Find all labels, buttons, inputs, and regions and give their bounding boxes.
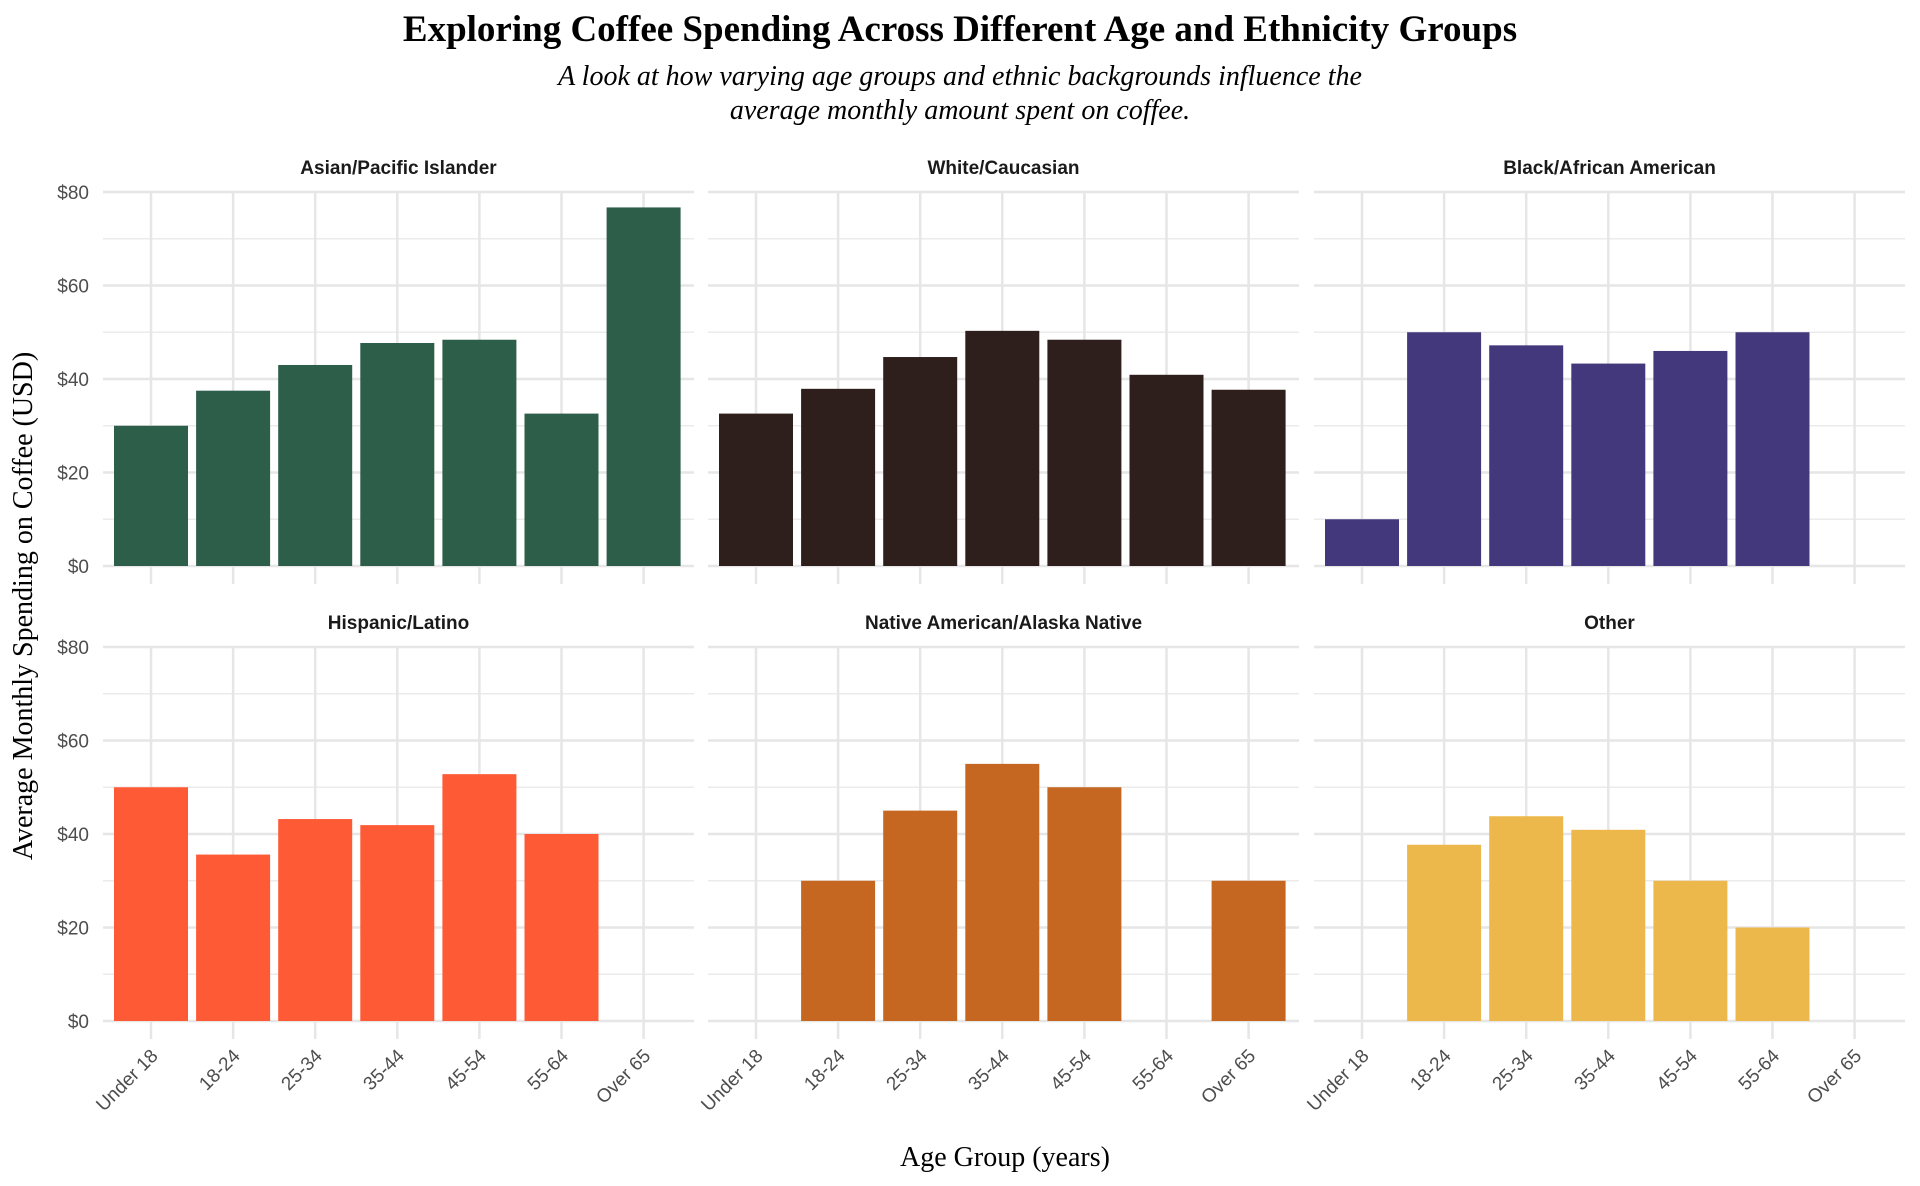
x-axis-title: Age Group (years)	[900, 1142, 1110, 1173]
facet-strip-label: Native American/Alaska Native	[865, 613, 1142, 634]
y-tick-label: $40	[57, 825, 89, 846]
x-tick-label: Under 18	[92, 1046, 162, 1116]
y-tick-label: $0	[68, 557, 89, 578]
bar-18-24	[1407, 844, 1482, 1021]
bar-25-34	[1489, 816, 1564, 1021]
x-tick-label: 25-34	[1489, 1045, 1539, 1095]
facet-strip-label: White/Caucasian	[927, 158, 1079, 179]
bar-45-54	[1653, 350, 1728, 566]
panel-other: Other Under 18 18-24 25-34 35-44 45-54 55-64 Ov…	[1303, 613, 1905, 1116]
bar-25-34	[883, 810, 958, 1021]
chart-title: Exploring Coffee Spending Across Differe…	[402, 9, 1518, 50]
x-tick-label: Over 65	[592, 1046, 655, 1109]
x-tick-label: 45-54	[442, 1045, 492, 1095]
panel-hispanic-latino: Hispanic/Latino $0 $20 $40 $60 $80 Under 18 18-…	[57, 613, 694, 1116]
panel-black-african-american: Black/African American	[1314, 158, 1905, 584]
chart-subtitle: A look at how varying age groups and eth…	[460, 60, 1460, 128]
y-tick-label: $20	[57, 464, 89, 485]
y-tick-label: $20	[57, 919, 89, 940]
x-tick-label: Over 65	[1803, 1046, 1866, 1109]
bar-18-24	[196, 390, 271, 566]
bar-under-18	[1325, 519, 1399, 566]
bar-55-64	[1735, 927, 1810, 1021]
bar-18-24	[801, 880, 876, 1021]
bar-45-54	[1047, 787, 1122, 1021]
x-tick-label: 55-64	[524, 1045, 574, 1095]
bar-45-54	[442, 339, 517, 566]
facet-panels: Asian/Pacific Islander $0 $20 $40 $60 $80 Whit…	[57, 158, 1905, 1116]
x-tick-label: 45-54	[1653, 1045, 1703, 1095]
y-tick-label: $80	[57, 638, 89, 659]
x-tick-label: 45-54	[1047, 1045, 1097, 1095]
bar-25-34	[883, 357, 958, 566]
x-tick-label: 18-24	[195, 1045, 245, 1095]
bar-55-64	[524, 834, 599, 1021]
bar-35-44	[360, 343, 435, 566]
facet-strip-label: Black/African American	[1503, 158, 1716, 179]
x-tick-label: Under 18	[697, 1046, 767, 1116]
panel-white-caucasian: White/Caucasian	[708, 158, 1299, 584]
x-tick-label: 25-34	[278, 1045, 328, 1095]
facet-strip-label: Asian/Pacific Islander	[300, 158, 497, 179]
y-axis-title: Average Monthly Spending on Coffee (USD)	[8, 352, 39, 860]
x-tick-label: 35-44	[965, 1045, 1015, 1095]
bar-18-24	[801, 388, 876, 566]
facet-strip-label: Hispanic/Latino	[328, 613, 469, 634]
x-tick-label: 25-34	[883, 1045, 933, 1095]
bar-35-44	[1571, 829, 1646, 1021]
bar-18-24	[196, 854, 271, 1021]
bar-under-18	[719, 413, 793, 566]
y-tick-label: $60	[57, 732, 89, 753]
x-tick-label: 55-64	[1735, 1045, 1785, 1095]
y-tick-label: $0	[68, 1012, 89, 1033]
bar-25-34	[1489, 345, 1564, 566]
x-tick-label: 35-44	[1571, 1045, 1621, 1095]
x-tick-label: 18-24	[800, 1045, 850, 1095]
bar-35-44	[360, 825, 435, 1021]
bar-55-64	[1735, 332, 1810, 566]
x-tick-label: 18-24	[1406, 1045, 1456, 1095]
bar-over-65	[1211, 389, 1286, 566]
bar-25-34	[278, 364, 353, 566]
bar-35-44	[965, 330, 1040, 566]
bar-25-34	[278, 819, 353, 1021]
bar-under-18	[114, 425, 188, 566]
panel-asian-pacific-islander: Asian/Pacific Islander $0 $20 $40 $60 $80	[57, 158, 694, 584]
y-tick-label: $60	[57, 277, 89, 298]
bar-45-54	[1653, 880, 1728, 1021]
facet-strip-label: Other	[1584, 613, 1635, 634]
panel-native-american-alaska-native: Native American/Alaska Native Under 18 18-…	[697, 613, 1299, 1116]
bar-35-44	[965, 763, 1040, 1021]
subtitle-line-1: A look at how varying age groups and eth…	[558, 61, 1362, 92]
bar-under-18	[114, 787, 188, 1021]
bar-45-54	[1047, 339, 1122, 566]
bar-35-44	[1571, 363, 1646, 566]
x-tick-label: 35-44	[360, 1045, 410, 1095]
bar-over-65	[1211, 880, 1286, 1021]
subtitle-line-2: average monthly amount spent on coffee.	[729, 95, 1191, 126]
bar-over-65	[606, 207, 681, 567]
x-tick-label: Under 18	[1303, 1046, 1373, 1116]
y-tick-label: $40	[57, 370, 89, 391]
y-tick-label: $80	[57, 183, 89, 204]
bar-45-54	[442, 774, 517, 1021]
x-tick-label: 55-64	[1129, 1045, 1179, 1095]
bar-55-64	[1129, 374, 1204, 566]
bar-18-24	[1407, 332, 1482, 566]
bar-55-64	[524, 413, 599, 566]
x-tick-label: Over 65	[1197, 1046, 1260, 1109]
